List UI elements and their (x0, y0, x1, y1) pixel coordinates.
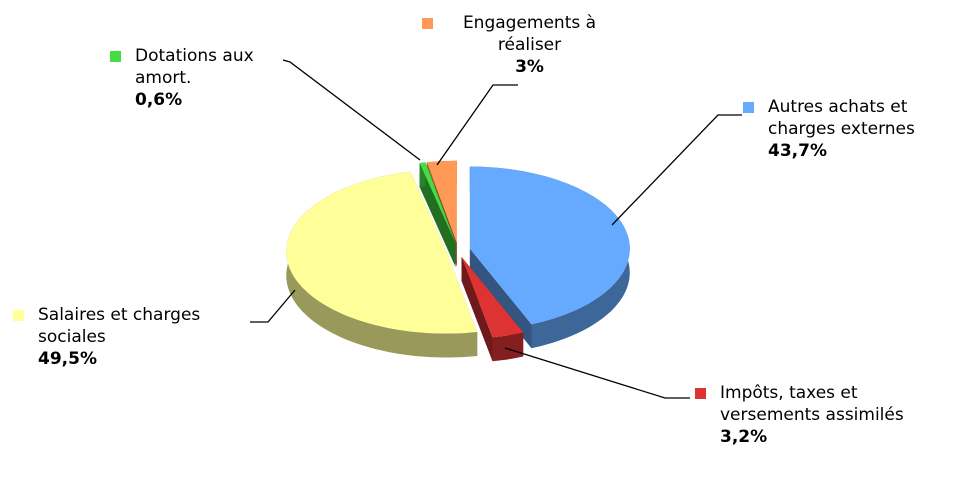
slice-wall (469, 248, 532, 349)
label-value: 43,7% (768, 141, 827, 161)
legend-swatch (110, 51, 121, 62)
label-name: Engagements à réaliser (462, 13, 597, 55)
slice-side (492, 332, 524, 362)
slice (419, 162, 456, 243)
slice (461, 256, 524, 338)
slice (469, 166, 630, 325)
slice-label: Engagements à réaliser 3% (422, 12, 612, 78)
leader-line (250, 289, 296, 323)
legend-swatch (695, 388, 706, 399)
leader-line (504, 347, 690, 399)
slice (426, 160, 457, 243)
label-name: Dotations aux amort. (135, 46, 254, 88)
label-value: 0,6% (135, 90, 183, 110)
legend-swatch (743, 102, 754, 113)
slice-label: Dotations aux amort. 0,6% (110, 45, 290, 111)
slice (286, 171, 478, 334)
legend-swatch (13, 310, 24, 321)
leader-line (436, 84, 518, 166)
label-name: Impôts, taxes et versements assimilés (720, 383, 904, 425)
label-value: 3,2% (720, 427, 768, 447)
pie (286, 160, 630, 362)
leader-line (611, 114, 742, 226)
label-name: Autres achats et charges externes (768, 97, 915, 139)
slice-wall (461, 256, 493, 362)
label-value: 3% (515, 57, 544, 77)
slice-side (286, 171, 478, 358)
label-name: Salaires et charges sociales (38, 305, 201, 347)
slice-label: Impôts, taxes et versements assimilés 3,2… (695, 382, 920, 448)
leader-line (282, 59, 421, 161)
slice-label: Salaires et charges sociales 49,5% (13, 304, 263, 370)
legend-swatch (422, 18, 433, 29)
label-value: 49,5% (38, 349, 97, 369)
slice-label: Autres achats et charges externes 43,7% (743, 96, 958, 162)
